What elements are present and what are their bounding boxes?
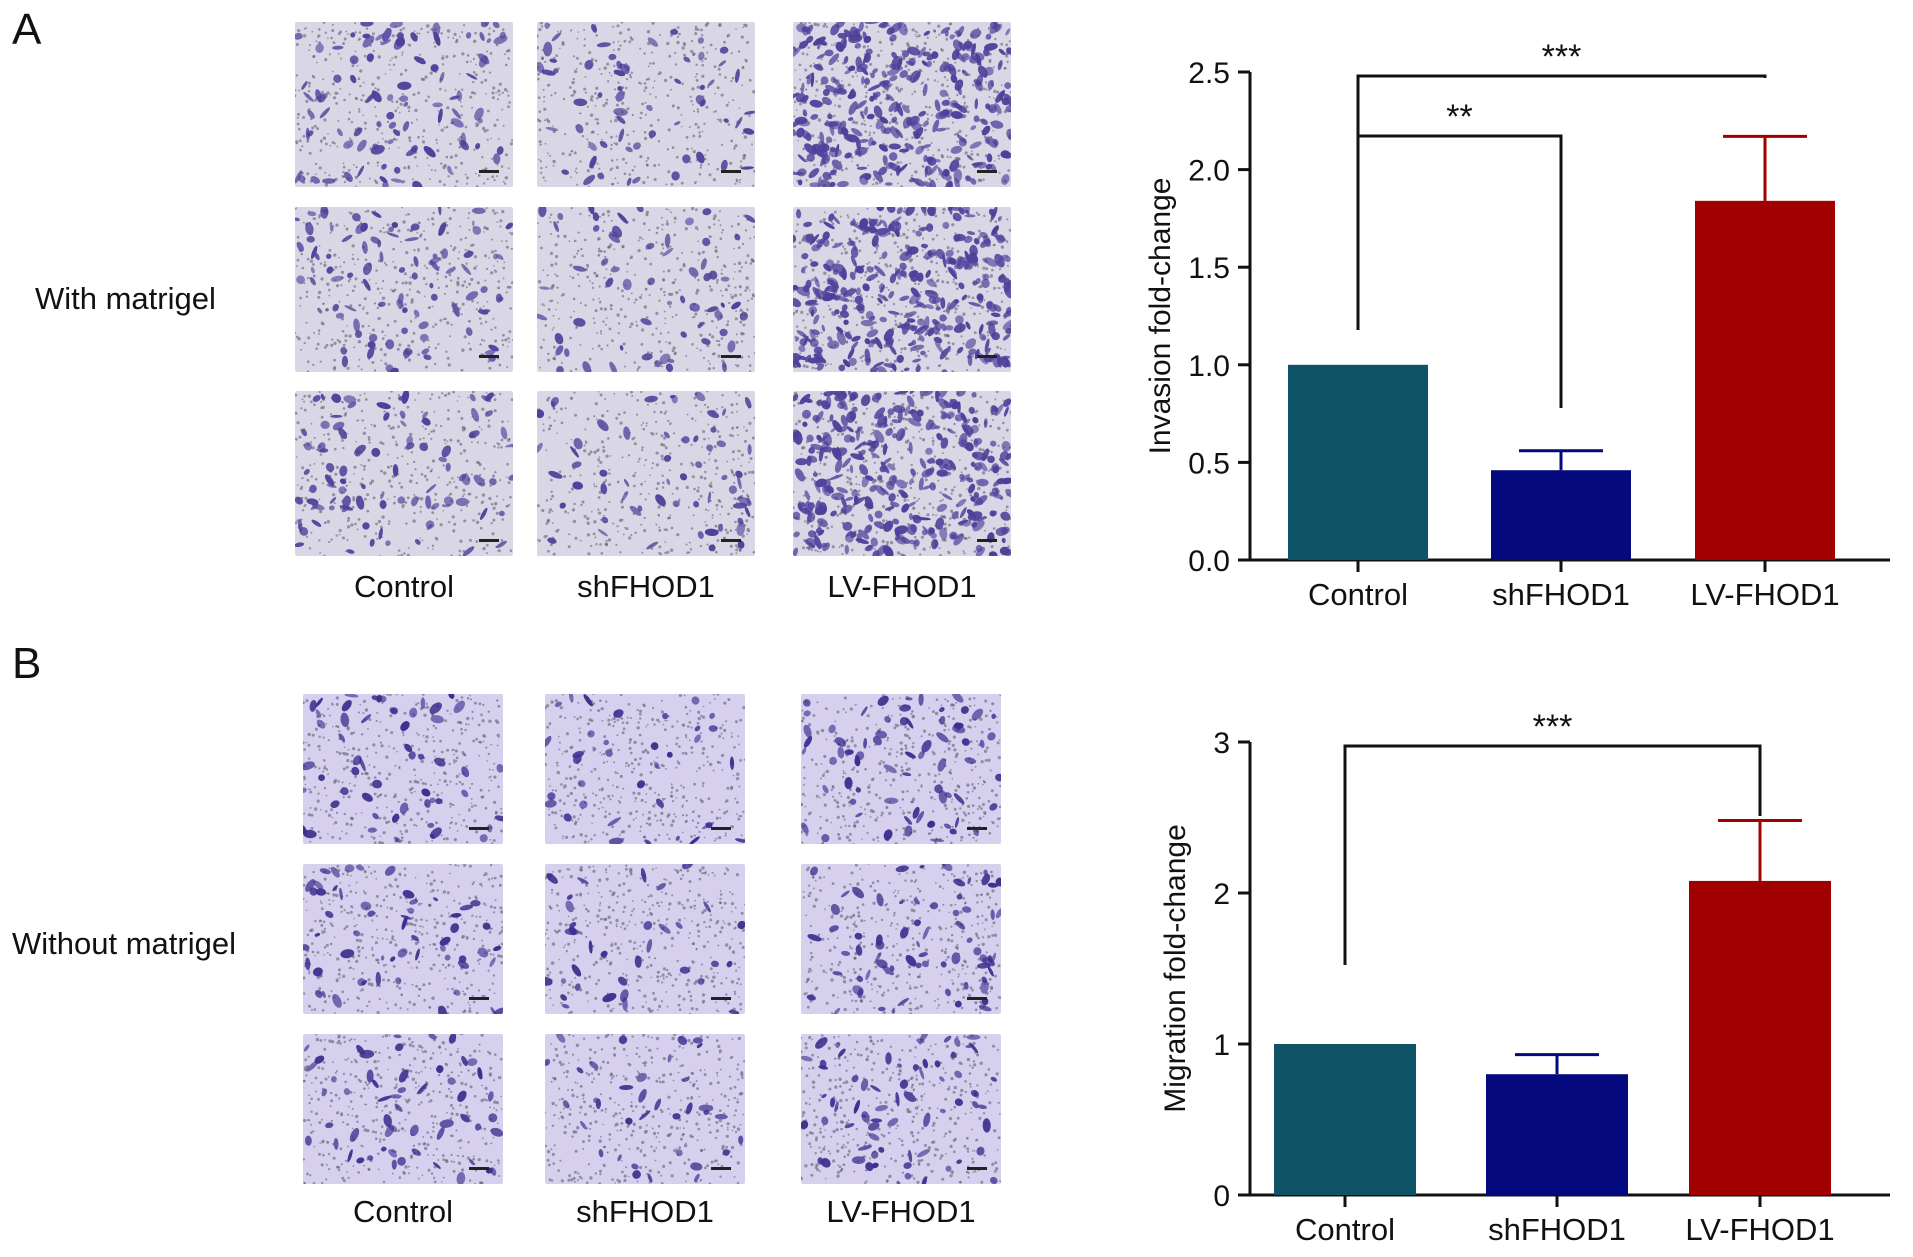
x-tick-label: shFHOD1 [1488,1212,1626,1245]
scale-bar [967,1167,987,1170]
y-tick-label: 0.5 [1188,447,1230,480]
micrograph-image [537,22,755,187]
scale-bar [977,355,997,358]
micrograph-image [793,391,1011,556]
scale-bar [967,827,987,830]
x-tick-label: shFHOD1 [1492,577,1630,612]
micrograph-image [801,1034,1001,1184]
column-label-shfhod1: shFHOD1 [577,569,715,604]
y-tick-label: 3 [1213,727,1230,760]
column-label-shfhod1: shFHOD1 [576,1194,714,1229]
x-tick-label: LV-FHOD1 [1685,1212,1834,1245]
bar [1274,1044,1416,1195]
y-tick-label: 2 [1213,878,1230,911]
bar [1486,1074,1628,1195]
scale-bar [479,355,499,358]
micrograph-image [295,207,513,372]
scale-bar [721,539,741,542]
panel-letter-b: B [12,639,42,688]
column-label-control: Control [354,569,454,604]
y-tick-label: 1 [1213,1029,1230,1062]
micrograph-image [303,864,503,1014]
bar [1288,364,1428,560]
micrograph-image [303,694,503,844]
column-label-lv-fhod1: LV-FHOD1 [826,1194,976,1229]
y-tick-label: 1.0 [1188,350,1230,383]
y-axis-label: Migration fold-change [1159,824,1192,1113]
y-tick-label: 0 [1213,1180,1230,1213]
bar [1695,200,1835,560]
scale-bar [479,170,499,173]
scale-bar [469,997,489,1000]
scale-bar [977,170,997,173]
micrograph-image [801,864,1001,1014]
migration-bar-chart: 0 1 2 3 Migration fold-change Control shFHOD1 L… [1159,708,1890,1245]
scale-bar [479,539,499,542]
micrograph-image [793,207,1011,372]
row-label-without-matrigel: Without matrigel [12,926,236,961]
panel-letter-a: A [12,5,42,54]
bar [1491,470,1631,560]
scale-bar [469,827,489,830]
column-label-control: Control [353,1194,453,1229]
y-axis-label: Invasion fold-change [1144,178,1177,455]
micrograph-image [303,1034,503,1184]
micrograph-image [793,22,1011,187]
micrograph-image [537,207,755,372]
significance-label: *** [1533,708,1573,746]
significance-bracket [1356,74,1767,330]
micrograph-image [801,694,1001,844]
y-tick-label: 0.0 [1188,545,1230,578]
row-label-with-matrigel: With matrigel [35,281,216,316]
scale-bar [721,355,741,358]
micrograph-image [545,864,745,1014]
micrograph-image [295,22,513,187]
significance-label: *** [1542,38,1582,76]
micrograph-image [295,391,513,556]
x-tick-label: Control [1295,1212,1395,1245]
micrograph-image [545,694,745,844]
y-tick-label: 2.5 [1188,57,1230,90]
x-tick-label: LV-FHOD1 [1690,577,1839,612]
micrograph-image [545,1034,745,1184]
bar [1689,880,1831,1195]
scale-bar [469,1167,489,1170]
scale-bar [711,997,731,1000]
y-tick-label: 1.5 [1188,252,1230,285]
significance-bracket [1343,744,1762,965]
invasion-bar-chart: 0.0 0.5 1.0 1.5 2.0 2.5 Invasion fold-change Co… [1144,38,1890,612]
micrograph-image [537,391,755,556]
column-label-lv-fhod1: LV-FHOD1 [827,569,977,604]
scale-bar [711,827,731,830]
scale-bar [977,539,997,542]
x-tick-label: Control [1308,577,1408,612]
scale-bar [721,170,741,173]
y-tick-label: 2.0 [1188,155,1230,188]
scale-bar [711,1167,731,1170]
significance-label: ** [1446,98,1472,136]
scale-bar [967,997,987,1000]
